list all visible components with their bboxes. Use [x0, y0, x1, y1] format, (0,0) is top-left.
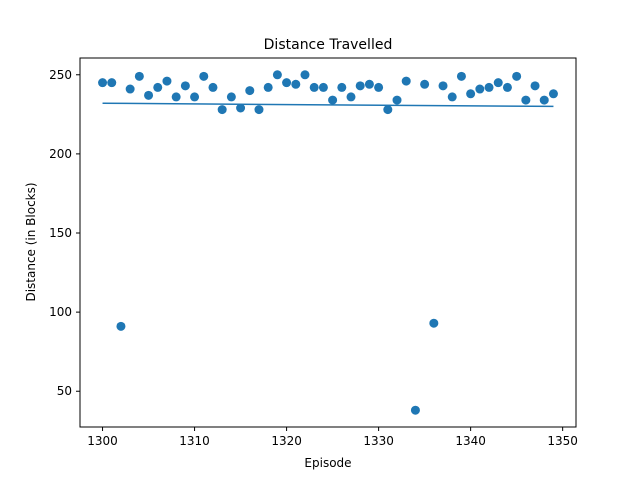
y-tick-label: 150 [49, 226, 72, 240]
data-point [512, 71, 522, 81]
data-point [521, 95, 531, 105]
x-axis: 1300 1310 1320 1330 1340 1350 [87, 427, 578, 448]
y-axis: 50 100 150 200 250 [49, 68, 80, 398]
data-point [236, 103, 246, 113]
data-point [456, 71, 466, 81]
trend-line [102, 102, 554, 108]
data-point [328, 95, 338, 105]
x-tick-label: 1300 [87, 434, 118, 448]
data-point [107, 78, 117, 88]
y-tick-label: 250 [49, 68, 72, 82]
data-point [447, 92, 457, 102]
data-point [383, 105, 393, 115]
data-point [171, 92, 181, 102]
data-point [502, 82, 512, 92]
data-point [530, 81, 540, 91]
y-tick-label: 50 [57, 384, 72, 398]
data-point [162, 76, 172, 86]
data-point [401, 76, 411, 86]
data-point [548, 89, 558, 99]
data-point [337, 82, 347, 92]
data-point [309, 82, 319, 92]
data-point [410, 405, 420, 415]
x-tick-label: 1320 [271, 434, 302, 448]
data-point [392, 95, 402, 105]
data-point [539, 95, 549, 105]
axes-frame [79, 57, 577, 428]
data-point [180, 81, 190, 91]
data-point [134, 71, 144, 81]
data-point [125, 84, 135, 94]
data-point [263, 82, 273, 92]
data-point [429, 318, 439, 328]
data-point [355, 81, 365, 91]
data-point [153, 82, 163, 92]
data-point [374, 82, 384, 92]
data-point [420, 79, 430, 89]
chart-title: Distance Travelled [264, 37, 393, 53]
data-point [272, 70, 282, 80]
data-point [484, 82, 494, 92]
y-tick-label: 200 [49, 147, 72, 161]
data-point [190, 92, 200, 102]
y-axis-label: Distance (in Blocks) [24, 182, 38, 301]
y-tick-label: 100 [49, 305, 72, 319]
x-axis-label: Episode [304, 456, 351, 470]
data-point [300, 70, 310, 80]
data-point [364, 79, 374, 89]
data-point [199, 71, 209, 81]
plot-area [98, 70, 558, 415]
data-point [466, 89, 476, 99]
data-point [493, 78, 503, 88]
data-point [318, 82, 328, 92]
x-tick-label: 1340 [455, 434, 486, 448]
x-tick-label: 1310 [179, 434, 210, 448]
data-point [346, 92, 356, 102]
data-point [282, 78, 292, 88]
data-point [98, 78, 108, 88]
data-point [208, 82, 218, 92]
data-point [116, 321, 126, 331]
x-tick-label: 1330 [363, 434, 394, 448]
data-point [144, 90, 154, 100]
data-point [245, 86, 255, 96]
data-point [217, 105, 227, 115]
x-tick-label: 1350 [547, 434, 578, 448]
data-point [226, 92, 236, 102]
data-point [438, 81, 448, 91]
data-point [254, 105, 264, 115]
data-point [475, 84, 485, 94]
data-point [291, 79, 301, 89]
